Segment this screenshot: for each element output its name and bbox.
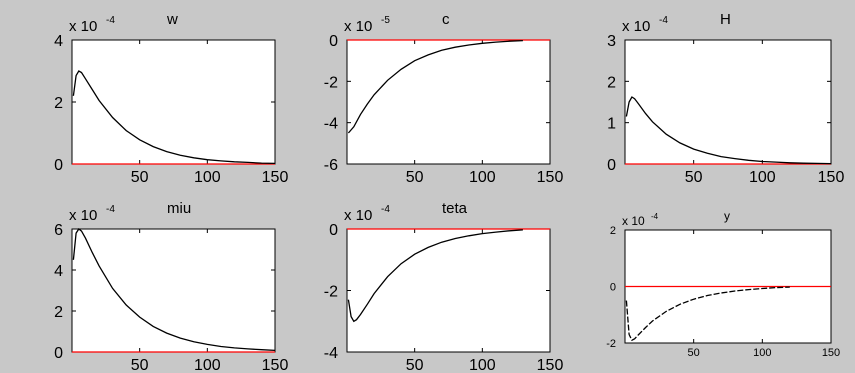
series-line	[72, 228, 276, 352]
y-tick-label: 0	[607, 157, 616, 174]
x-tick-label: 150	[818, 169, 845, 186]
subplot-1: 50 100 150 -6 -4 -2 0 x 10 -5 c	[324, 11, 564, 186]
y-tick-label: 3	[607, 33, 616, 50]
x-tick-label: 100	[194, 357, 221, 373]
subplot-title: y	[724, 209, 730, 223]
y-tick-label: -4	[324, 116, 338, 133]
series-line	[347, 229, 523, 323]
x-tick-label: 150	[822, 347, 840, 359]
subplot-5: 50 100 150 -2 0 2 x 10 -4 y	[606, 209, 840, 359]
exponent-label: x 10	[69, 207, 97, 224]
y-tick-label: 0	[610, 282, 616, 294]
x-tick-label: 100	[753, 347, 771, 359]
axes-box	[71, 39, 276, 165]
y-tick-label: 0	[54, 157, 63, 174]
subplot-title: H	[720, 11, 731, 28]
x-tick-label: 100	[469, 357, 496, 373]
x-tick-label: 150	[537, 169, 564, 186]
y-tick-label: 2	[610, 225, 616, 237]
exponent-power: -4	[659, 15, 668, 26]
x-tick-label: 50	[406, 357, 424, 373]
exponent-power: -4	[106, 15, 115, 26]
y-tick-label: 0	[329, 222, 338, 239]
subplot-2: 50 100 150 0 1 2 3 x 10 -4 H	[607, 11, 844, 186]
x-tick-label: 150	[262, 169, 289, 186]
exponent-label: x 10	[344, 207, 372, 224]
exponent-label: x 10	[622, 18, 650, 35]
y-tick-label: 2	[54, 304, 63, 321]
x-tick-label: 50	[685, 169, 703, 186]
x-tick-label: 150	[537, 357, 564, 373]
y-tick-label: -6	[324, 157, 338, 174]
subplot-4: 50 100 150 -4 -2 0 x 10 -4 teta	[324, 200, 564, 373]
axes-box	[71, 228, 276, 353]
subplot-title: teta	[442, 200, 468, 217]
exponent-power: -4	[651, 212, 659, 221]
axes-box	[624, 39, 832, 165]
exponent-power: -5	[381, 15, 390, 26]
exponent-power: -4	[381, 204, 390, 215]
subplot-0: 50 100 150 0 2 4 x 10 -4 w	[54, 11, 288, 186]
subplot-title: w	[166, 11, 178, 28]
y-tick-label: 2	[607, 74, 616, 91]
y-tick-label: 1	[607, 116, 616, 133]
y-tick-label: -2	[324, 284, 338, 301]
series-line	[347, 39, 523, 134]
exponent-label: x 10	[622, 214, 645, 228]
y-tick-label: 4	[54, 263, 63, 280]
exponent-power: -4	[106, 204, 115, 215]
axes-box	[346, 39, 551, 165]
y-tick-label: -2	[606, 338, 616, 350]
subplot-title: c	[442, 11, 450, 28]
y-tick-label: 0	[329, 33, 338, 50]
y-tick-label: 4	[54, 33, 63, 50]
x-tick-label: 100	[469, 169, 496, 186]
y-tick-label: 0	[54, 345, 63, 362]
exponent-label: x 10	[344, 18, 372, 35]
series-line	[625, 96, 832, 165]
axes-box	[346, 228, 551, 353]
x-tick-label: 50	[406, 169, 424, 186]
x-tick-label: 50	[131, 169, 149, 186]
x-tick-label: 100	[194, 169, 221, 186]
subplot-3: 50 100 150 0 2 4 6 x 10 -4 miu	[54, 200, 288, 373]
y-tick-label: 2	[54, 95, 63, 112]
x-tick-label: 50	[131, 357, 149, 373]
y-tick-label: -4	[324, 345, 338, 362]
subplot-title: miu	[167, 200, 191, 217]
y-tick-label: 6	[54, 222, 63, 239]
series-line	[625, 286, 790, 342]
exponent-label: x 10	[69, 18, 97, 35]
y-tick-label: -2	[324, 74, 338, 91]
series-line	[72, 70, 276, 165]
x-tick-label: 150	[262, 357, 289, 373]
x-tick-label: 100	[749, 169, 776, 186]
x-tick-label: 50	[688, 347, 700, 359]
